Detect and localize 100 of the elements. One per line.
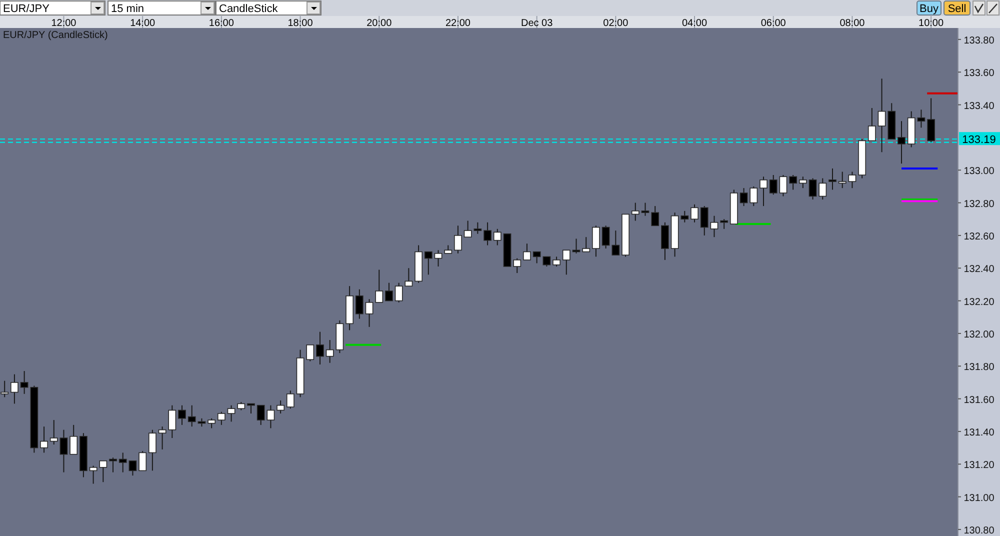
y-tick-label: 132.00 <box>964 329 995 340</box>
x-tick-label: 08:00 <box>840 18 866 29</box>
candlestick <box>365 298 374 328</box>
y-tick-label: 133.00 <box>964 166 995 178</box>
candlestick <box>128 460 137 476</box>
candlestick <box>631 202 640 222</box>
candlestick <box>710 215 718 238</box>
candlestick <box>562 250 570 276</box>
candlestick <box>385 282 393 302</box>
x-tick-label: 20:00 <box>366 18 392 29</box>
candlestick <box>109 457 117 473</box>
candlestick <box>178 404 186 426</box>
candlestick <box>276 400 285 414</box>
candlestick <box>60 429 68 473</box>
candlestick <box>375 269 384 303</box>
candlestick <box>484 222 492 246</box>
candlestick <box>838 171 846 189</box>
y-tick-label: 131.80 <box>964 362 995 374</box>
y-tick-label: 130.80 <box>964 525 995 536</box>
candlestick <box>927 98 936 143</box>
chart-title: EUR/JPY (CandleStick) <box>3 30 108 41</box>
x-tick-label: 12:00 <box>51 18 77 29</box>
candlestick <box>750 186 758 207</box>
candlestick <box>148 429 156 472</box>
candlestick <box>10 374 18 404</box>
candlestick <box>0 380 9 398</box>
candlestick <box>798 176 807 189</box>
text: Buy <box>920 3 939 15</box>
candlestick <box>138 450 147 472</box>
candlestick <box>572 238 580 254</box>
candlestick <box>878 78 886 153</box>
x-tick-label: 10:00 <box>918 18 944 29</box>
candlestick <box>188 404 196 428</box>
candlestick <box>898 120 906 164</box>
candlestick <box>592 225 600 258</box>
candlestick <box>848 171 856 189</box>
y-tick-label: 132.20 <box>964 296 995 308</box>
x-tick-label: 02:00 <box>603 18 629 29</box>
candlestick <box>760 176 768 207</box>
candlestick <box>651 206 660 226</box>
y-tick-label: 133.60 <box>964 68 995 80</box>
candlestick <box>523 243 531 260</box>
candlestick <box>868 108 876 142</box>
y-tick-label: 131.00 <box>964 492 995 504</box>
candlestick <box>552 256 560 267</box>
y-tick-label: 131.20 <box>964 460 995 472</box>
candlestick <box>779 174 788 197</box>
candlestick <box>355 288 364 320</box>
y-tick-label: 132.80 <box>964 198 995 210</box>
candlestick <box>256 404 265 426</box>
y-tick-label: 131.60 <box>964 394 995 406</box>
x-tick-label: 16:00 <box>208 18 234 29</box>
candlestick <box>818 178 827 200</box>
candlestick <box>208 418 216 429</box>
candlestick <box>316 331 324 365</box>
x-tick-label: 06:00 <box>760 18 786 29</box>
candlestick <box>641 202 650 216</box>
y-tick-label: 133.40 <box>964 100 995 112</box>
candlestick <box>789 174 798 190</box>
candlestick <box>454 225 462 254</box>
y-tick-label: 132.40 <box>964 264 995 276</box>
text: CandleStick <box>219 3 278 15</box>
x-tick-label: 22:00 <box>445 18 471 29</box>
candlestick <box>720 218 728 230</box>
text: 15 min <box>111 3 144 15</box>
candlestick <box>769 174 778 196</box>
candlestick <box>740 188 748 207</box>
x-tick-label: 04:00 <box>682 18 708 29</box>
candlestick <box>286 390 294 410</box>
candlestick <box>424 251 432 276</box>
candlestick <box>434 250 442 267</box>
candlestick <box>493 228 502 246</box>
candlestick <box>700 206 708 236</box>
candlestick <box>217 411 226 426</box>
candlestick <box>513 258 522 274</box>
candlestick <box>828 168 836 190</box>
candlestick <box>808 178 817 200</box>
ref-line-label: 133.19 <box>962 134 996 146</box>
candlestick <box>582 236 590 252</box>
candlestick <box>306 344 314 362</box>
candlestick <box>661 222 669 260</box>
candlestick <box>168 404 176 438</box>
candlestick <box>158 426 166 450</box>
candlestick <box>70 424 78 455</box>
text: EUR/JPY <box>3 3 50 15</box>
candlestick <box>326 339 334 364</box>
candlestick <box>690 204 698 223</box>
candlestick <box>118 452 127 473</box>
text: Sell <box>948 3 966 15</box>
candlestick <box>50 420 58 446</box>
x-tick-label: Dec 03 <box>520 18 554 29</box>
y-tick-label: 133.80 <box>964 35 995 46</box>
y-tick-label: 131.40 <box>964 427 995 438</box>
candlestick <box>917 109 926 128</box>
x-tick-label: 18:00 <box>288 18 314 29</box>
y-tick-label: 132.60 <box>964 231 995 242</box>
candlestick <box>266 404 275 429</box>
candlestick <box>227 404 236 422</box>
candlestick <box>40 426 48 454</box>
x-tick-label: 14:00 <box>130 18 156 29</box>
